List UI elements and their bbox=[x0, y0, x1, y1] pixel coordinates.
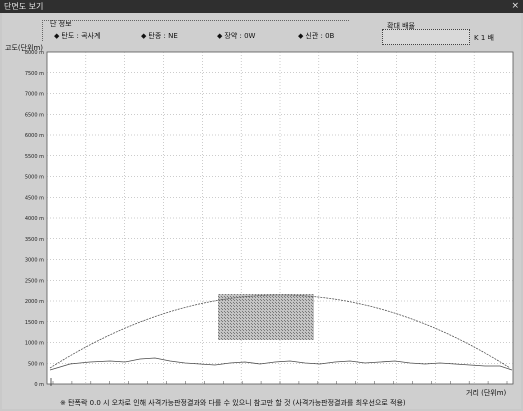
terrain-line bbox=[49, 357, 513, 371]
y-tick-label: 5000 m bbox=[25, 175, 44, 181]
info-item-charge: ◆ 장약 : 0W bbox=[217, 31, 255, 41]
y-ticks: 0 m 500 m 1000 m 1500 m 2000 m 2500 m 3000 m 35… bbox=[25, 50, 44, 388]
diamond-bullet-icon: ◆ bbox=[141, 32, 147, 40]
window-titlebar: 단면도 보기 × bbox=[0, 0, 523, 13]
y-tick-label: 4000 m bbox=[25, 216, 44, 222]
y-tick-label: 0 m bbox=[34, 382, 44, 388]
y-tick-label: 2000 m bbox=[25, 299, 44, 305]
info-item-label: 탄도 : 곡사계 bbox=[61, 32, 101, 40]
y-tick-label: 2500 m bbox=[25, 278, 44, 284]
y-tick-label: 1000 m bbox=[25, 341, 44, 347]
footer-note: ※ 탄폭락 0.0 시 오차로 인해 사격가능판정결과와 다를 수 있으니 참고… bbox=[60, 399, 406, 407]
info-item-label: 장약 : 0W bbox=[224, 32, 256, 40]
info-item-fuze: ◆ 신관 : 0B bbox=[298, 31, 334, 41]
y-tick-label: 5500 m bbox=[25, 154, 44, 160]
zoom-slider[interactable] bbox=[382, 29, 470, 45]
zoom-caption: 확대 배율 bbox=[387, 22, 415, 30]
diamond-bullet-icon: ◆ bbox=[217, 32, 223, 40]
y-tick-label: 1500 m bbox=[25, 320, 44, 326]
info-item-label: 탄종 : NE bbox=[148, 32, 178, 40]
info-item-label: 신관 : 0B bbox=[305, 32, 335, 40]
y-tick-label: 7500 m bbox=[25, 71, 44, 77]
diamond-bullet-icon: ◆ bbox=[54, 32, 60, 40]
zoom-value: K 1 배 bbox=[474, 34, 494, 42]
y-tick-label: 4500 m bbox=[25, 195, 44, 201]
y-tick-label: 3500 m bbox=[25, 237, 44, 243]
y-tick-label: 8000 m bbox=[25, 50, 44, 56]
trajectory-line bbox=[49, 294, 511, 369]
diamond-bullet-icon: ◆ bbox=[298, 32, 304, 40]
y-tick-label: 3000 m bbox=[25, 258, 44, 264]
y-axis-title: 고도(단위m) bbox=[5, 44, 44, 52]
x-ticks bbox=[52, 381, 508, 384]
y-tick-label: 6500 m bbox=[25, 112, 44, 118]
hatched-region bbox=[218, 294, 314, 340]
y-tick-label: 6000 m bbox=[25, 133, 44, 139]
y-tick-label: 500 m bbox=[28, 361, 44, 367]
info-panel-caption: 단 정보 bbox=[50, 20, 72, 28]
x-axis-title: 거리 (단위m) bbox=[466, 389, 507, 397]
y-tick-label: 7000 m bbox=[25, 92, 44, 98]
window-title: 단면도 보기 bbox=[4, 2, 44, 11]
close-icon[interactable]: × bbox=[511, 1, 519, 11]
info-panel bbox=[42, 20, 349, 41]
info-item-shell: ◆ 탄종 : NE bbox=[141, 31, 178, 41]
info-item-trajectory: ◆ 탄도 : 곡사계 bbox=[54, 31, 100, 41]
